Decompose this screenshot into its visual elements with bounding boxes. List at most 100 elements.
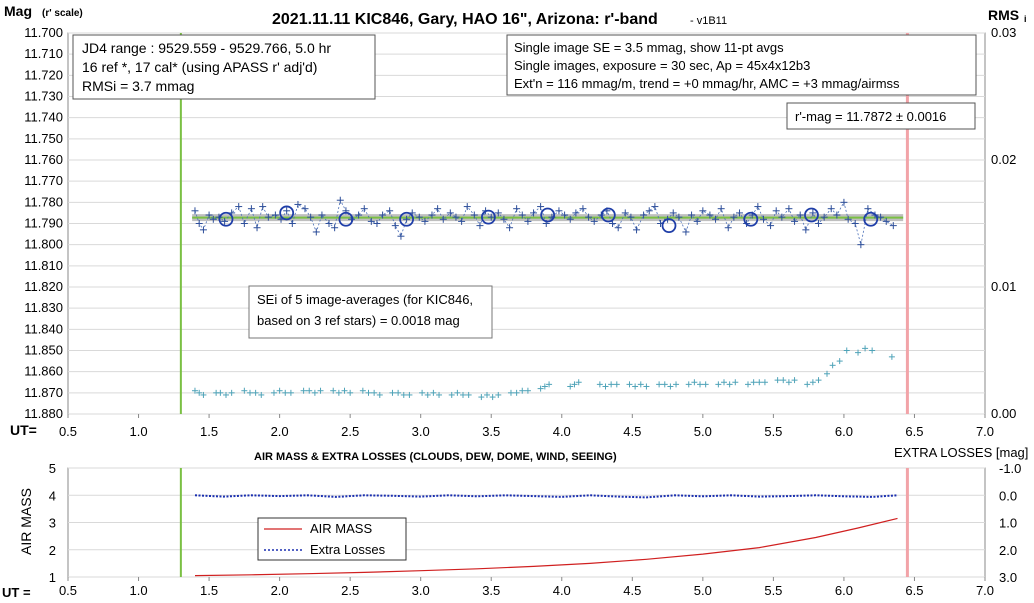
bottom-x-tick-label: 3.5 [482,583,500,598]
bottom-y-tick-label: 3 [49,516,56,531]
top-x-tick-label: 5.0 [694,424,712,439]
bottom-y-tick-label: 1 [49,570,56,585]
bottom-title: AIR MASS & EXTRA LOSSES (CLOUDS, DEW, DO… [254,451,617,463]
bottom-x-tick-label: 6.0 [835,583,853,598]
top-y-tick-label: 11.780 [24,194,63,209]
top-y-tick-label: 11.790 [24,216,63,231]
average-point [661,218,677,234]
info-line3: Ext'n = 116 mmag/m, trend = +0 mmag/hr, … [514,76,900,91]
top-y2-tick-label: 0.02 [991,152,1016,167]
y-axis-label-scale: (r' scale) [42,8,83,19]
bottom-markers [179,468,909,577]
top-x-tick-label: 0.5 [59,424,77,439]
top-y-tick-label: 11.840 [24,321,63,336]
bottom-grid [67,467,986,581]
top-y-tick-label: 11.820 [24,279,63,294]
top-y-tick-label: 11.770 [24,173,63,188]
top-y-tick-label: 11.870 [24,385,63,400]
top-y-tick-label: 11.700 [24,25,63,40]
bottom-x-tick-label: 3.0 [412,583,430,598]
bottom-y2-tick-label: 1.0 [999,516,1017,531]
x-axis-label: UT= [10,422,37,438]
average-point [279,205,295,221]
average-point [600,207,616,223]
sei-box: SEi of 5 image-averages (for KIC846, bas… [248,285,493,339]
chart-title: 2021.11.11 KIC846, Gary, HAO 16", Arizon… [272,11,658,28]
top-x-tick-label: 6.5 [905,424,923,439]
top-y-tick-label: 11.860 [24,364,63,379]
legend-label-air-mass: AIR MASS [310,521,372,536]
top-y-tick-label: 11.880 [24,406,63,421]
top-y-tick-label: 11.800 [24,237,63,252]
top-x-tick-label: 3.0 [412,424,430,439]
jd-range-box: JD4 range : 9529.559 - 9529.766, 5.0 hr … [72,34,376,100]
top-x-ticks: 0.5 1.0 1.5 2.0 2.5 3.0 3.5 4.0 4.5 5.0 5.5 6.0 6.5 7… [59,424,994,439]
sei-line2: based on 3 ref stars) = 0.0018 mag [257,313,460,328]
bottom-x-tick-label: 6.5 [905,583,923,598]
top-series [191,196,904,401]
info-line1: Single image SE = 3.5 mmag, show 11-pt a… [514,40,784,55]
top-y-tick-label: 11.850 [24,343,63,358]
top-y2-tick-label: 0.01 [991,279,1016,294]
bottom-y-ticks: 5 4 3 2 1 [49,461,56,585]
chart-version: - v1B11 [690,15,727,27]
top-x-tick-label: 2.5 [341,424,359,439]
top-y-ticks: 11.700 11.710 11.720 11.730 11.740 11.750 11.7… [24,25,63,421]
bottom-y2-tick-label: 3.0 [999,570,1017,585]
top-x-tick-label: 4.5 [623,424,641,439]
average-point [481,209,496,225]
bottom-x-tick-label: 0.5 [59,583,77,598]
air-mass-line [194,517,898,577]
top-y-tick-label: 11.740 [24,110,63,125]
bottom-y2-tick-label: 0.0 [999,488,1017,503]
top-y-tick-label: 11.810 [24,258,63,273]
info-box: Single image SE = 3.5 mmag, show 11-pt a… [506,34,977,96]
average-point [743,211,759,227]
average-point [338,211,354,227]
jd-range-line2: 16 ref *, 17 cal* (using APASS r' adj'd) [82,59,317,75]
top-y-tick-label: 11.730 [24,89,63,104]
top-y2-ticks: 0.03 0.02 0.01 0.00 [991,25,1016,421]
rmag-box: r'-mag = 11.7872 ± 0.0016 [786,102,976,130]
jd-range-line3: RMSi = 3.7 mmag [82,78,194,94]
bottom-legend: AIR MASS Extra Losses [257,517,407,561]
bottom-x-tick-label: 1.5 [200,583,218,598]
average-point [218,211,234,227]
top-y2-tick-label: 0.00 [991,406,1016,421]
top-x-tick-label: 1.0 [129,424,147,439]
top-y2-tick-label: 0.03 [991,25,1016,40]
top-y-tick-label: 11.750 [24,131,63,146]
top-x-tick-label: 5.5 [764,424,782,439]
average-point [804,207,819,223]
top-y-tick-label: 11.710 [24,46,63,61]
bottom-x-tick-label: 4.0 [553,583,571,598]
bottom-x-tick-label: 5.5 [764,583,782,598]
y2-axis-label-suffix: i [1024,14,1027,24]
top-y-tick-label: 11.830 [24,300,63,315]
sei-line1: SEi of 5 image-averages (for KIC846, [257,292,473,307]
y-axis-label: Mag [4,3,32,19]
legend-label-extra-losses: Extra Losses [310,542,386,557]
top-x-tick-label: 6.0 [835,424,853,439]
bottom-y-tick-label: 5 [49,461,56,476]
top-y-tick-label: 11.760 [24,152,63,167]
extra-losses-line [194,494,898,499]
top-x-tick-label: 2.0 [271,424,289,439]
bottom-x-tick-label: 2.5 [341,583,359,598]
bottom-series [194,494,898,577]
top-x-tick-label: 3.5 [482,424,500,439]
top-x-tick-label: 7.0 [976,424,994,439]
average-point [863,211,879,227]
top-x-tick-label: 4.0 [553,424,571,439]
bottom-y2-tick-label: 2.0 [999,543,1017,558]
bottom-x-tick-label: 7.0 [976,583,994,598]
top-x-tick-label: 1.5 [200,424,218,439]
bottom-y2-ticks: -1.0 0.0 1.0 2.0 3.0 [999,461,1021,585]
bottom-x-tick-label: 1.0 [129,583,147,598]
bottom-y-label: AIR MASS [18,488,34,555]
bottom-x-tick-label: 4.5 [623,583,641,598]
average-point [540,207,556,223]
average-point [399,211,414,227]
rmag-value: r'-mag = 11.7872 ± 0.0016 [795,109,946,124]
